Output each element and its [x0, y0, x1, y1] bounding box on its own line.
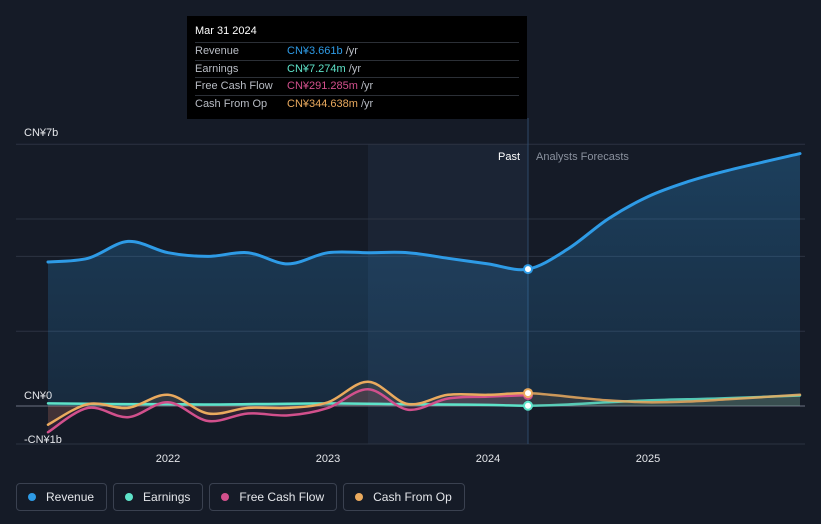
legend: Revenue Earnings Free Cash Flow Cash Fro… — [16, 483, 465, 511]
legend-label: Earnings — [143, 490, 191, 504]
y-tick-label: -CN¥1b — [24, 434, 62, 446]
y-tick-label: CN¥7b — [24, 127, 58, 139]
legend-item-cash-from-op[interactable]: Cash From Op — [343, 483, 465, 511]
legend-item-earnings[interactable]: Earnings — [113, 483, 204, 511]
x-tick-label: 2025 — [636, 453, 660, 465]
earnings-marker — [523, 400, 533, 411]
x-tick-label: 2022 — [156, 453, 180, 465]
earnings-forecast-line — [528, 394, 802, 407]
forecast-label: Analysts Forecasts — [536, 151, 629, 163]
cash-from-op-line — [46, 380, 528, 426]
legend-dot-icon — [28, 493, 36, 501]
past-label: Past — [498, 151, 520, 163]
revenue-line — [46, 239, 528, 272]
revenue-forecast-line — [528, 152, 802, 271]
tooltip-unit: /yr — [345, 62, 361, 75]
tooltip-unit: /yr — [342, 45, 358, 57]
tooltip-value: CN¥7.274m — [287, 62, 346, 75]
legend-dot-icon — [221, 493, 230, 501]
x-tick-label: 2023 — [316, 453, 340, 465]
tooltip-row-revenue: Revenue CN¥3.661b /yr — [195, 42, 519, 60]
earnings-area — [48, 395, 800, 406]
y-tick-label: CN¥0 — [24, 390, 52, 402]
tooltip-value: CN¥291.285m — [287, 80, 358, 92]
tooltip-label: Earnings — [195, 62, 239, 75]
legend-label: Free Cash Flow — [239, 490, 325, 504]
cash-from-op-marker — [523, 388, 533, 399]
tooltip-label: Revenue — [195, 45, 240, 57]
tooltip-date: Mar 31 2024 — [195, 25, 257, 37]
legend-item-free-cash-flow[interactable]: Free Cash Flow — [209, 483, 338, 511]
tooltip-unit: /yr — [357, 97, 374, 110]
tooltip-value: CN¥3.661b — [287, 45, 343, 57]
legend-label: Cash From Op — [373, 490, 452, 504]
revenue-marker — [523, 264, 533, 275]
tooltip-label: Free Cash Flow — [195, 80, 273, 92]
legend-dot-icon — [355, 493, 364, 501]
free-cash-flow-area — [48, 389, 528, 433]
legend-label: Revenue — [46, 490, 95, 504]
tooltip-row-earnings: Earnings CN¥7.274m /yr — [195, 59, 519, 78]
cash-from-op-forecast-line — [528, 391, 802, 404]
tooltip-row-cash-from-op: Cash From Op CN¥344.638m /yr — [195, 94, 519, 113]
free-cash-flow-line — [46, 387, 528, 434]
tooltip-value: CN¥344.638m — [287, 97, 358, 110]
tooltip-unit: /yr — [357, 80, 374, 92]
legend-item-revenue[interactable]: Revenue — [16, 483, 108, 511]
tooltip: Mar 31 2024 Revenue CN¥3.661b /yr Earnin… — [187, 16, 527, 119]
tooltip-label: Cash From Op — [195, 97, 268, 110]
legend-dot-icon — [125, 493, 134, 501]
tooltip-row-free-cash-flow: Free Cash Flow CN¥291.285m /yr — [195, 77, 519, 95]
x-tick-label: 2024 — [476, 453, 500, 465]
